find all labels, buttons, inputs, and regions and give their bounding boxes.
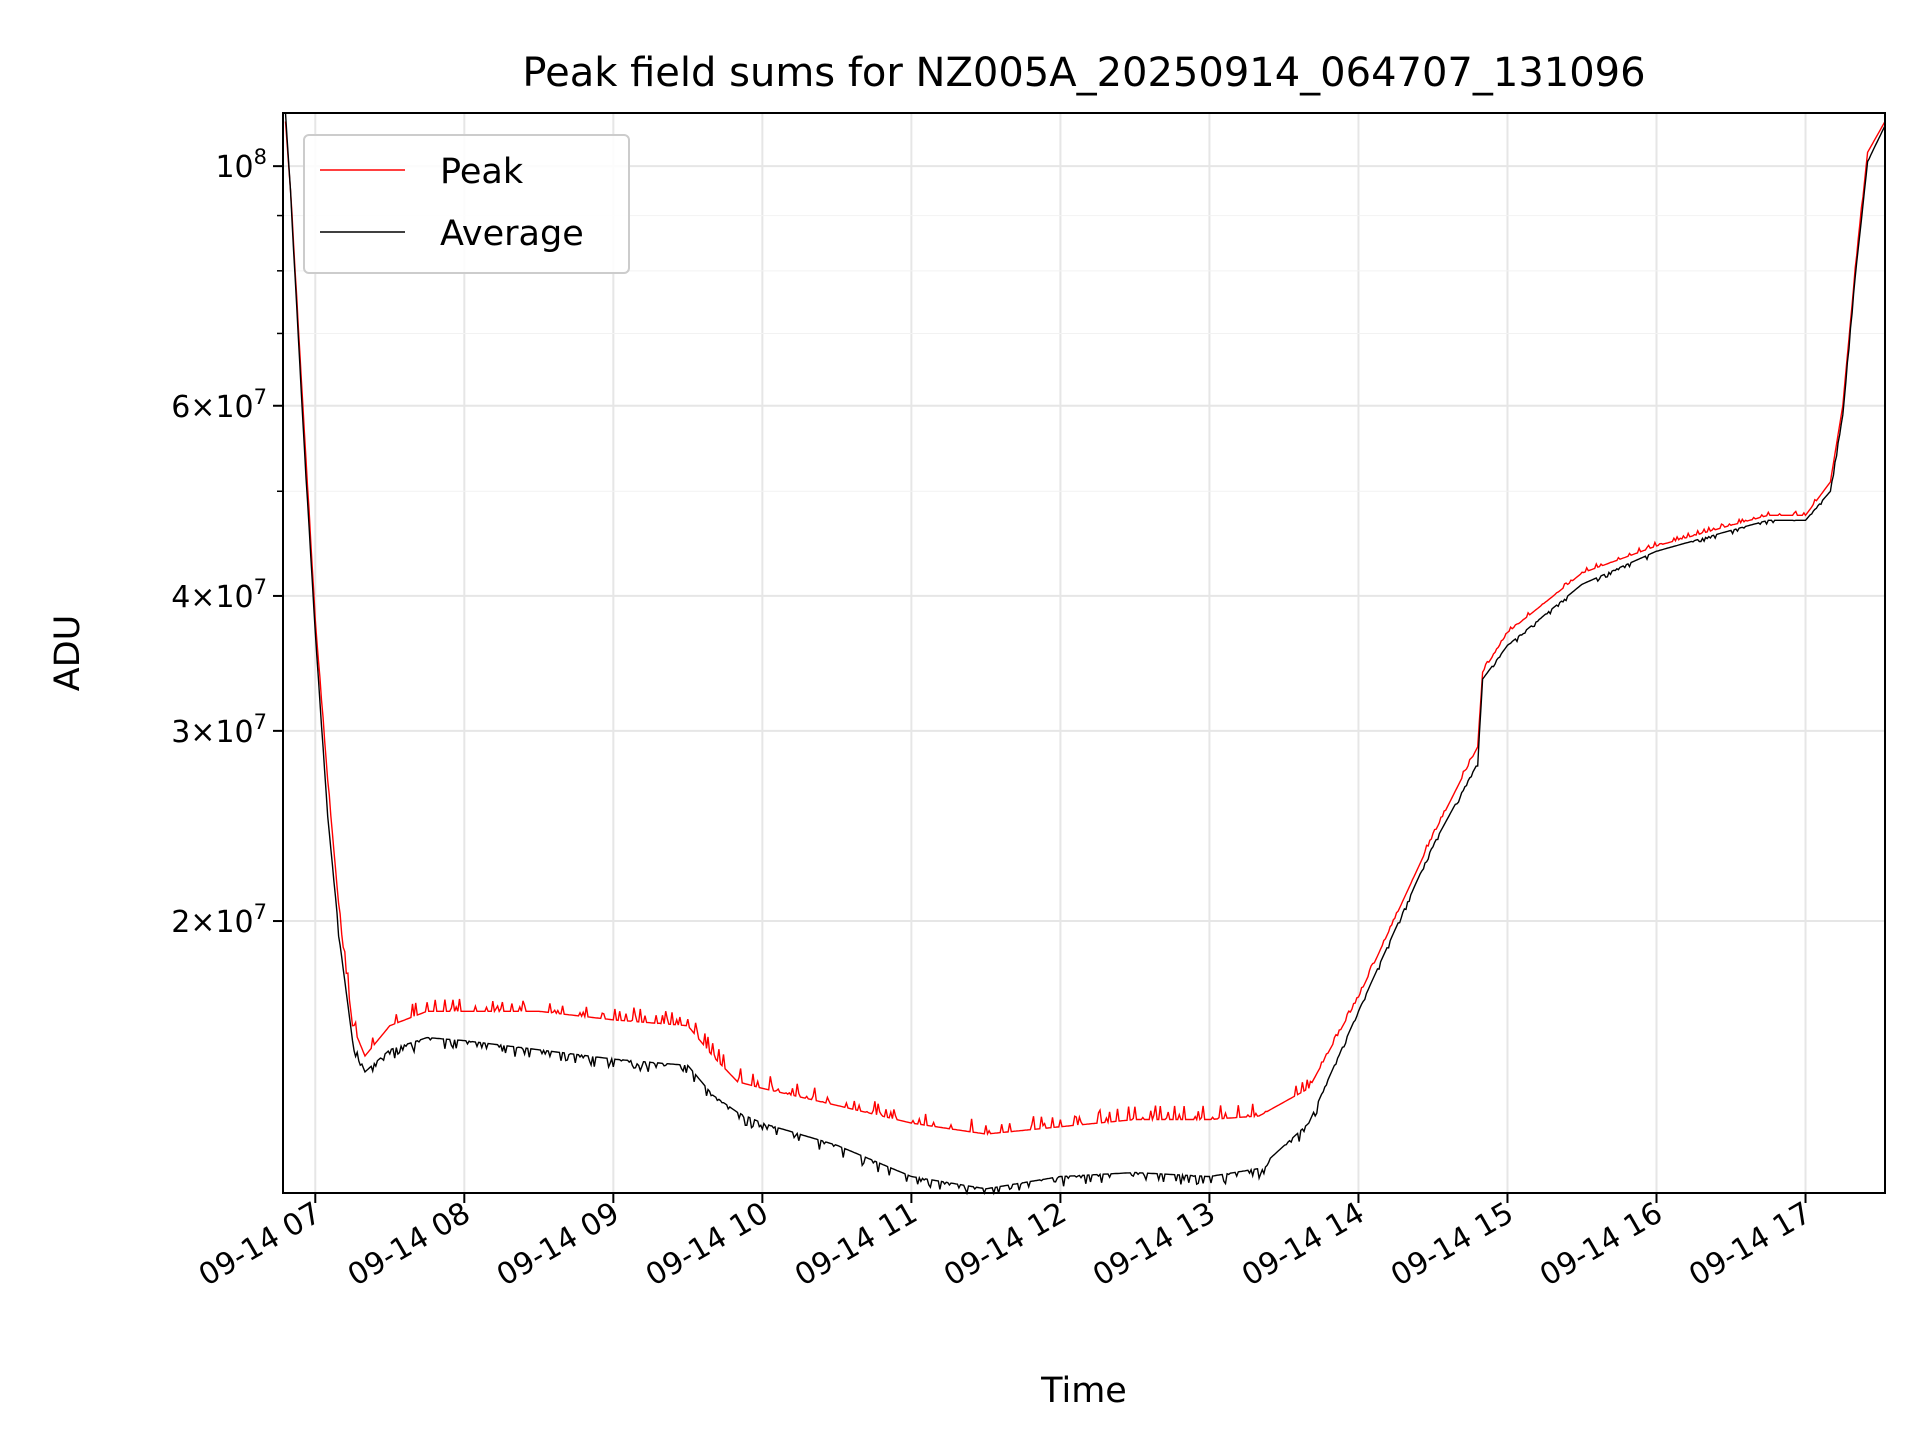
y-tick-times: × [190, 390, 215, 425]
y-tick-times: × [190, 905, 215, 940]
y-tick-exponent: 7 [254, 900, 267, 924]
y-tick-exponent: 7 [254, 710, 267, 734]
y-tick-mantissa: 6 [171, 390, 190, 425]
legend-label-peak: Peak [440, 152, 524, 192]
legend-label-average: Average [440, 214, 584, 254]
y-tick-mantissa: 4 [171, 580, 190, 615]
legend: Peak Average [303, 134, 630, 274]
y-tick-times: × [190, 580, 215, 615]
plot-frame [282, 112, 1886, 1194]
y-tick-base: 10 [215, 150, 253, 185]
y-axis-label: ADU [48, 615, 88, 692]
y-tick-mantissa: 3 [171, 715, 190, 750]
series-layer [284, 112, 1886, 1196]
y-tick-base: 10 [215, 580, 253, 615]
series-line-peak [284, 121, 1886, 1137]
x-axis-label: Time [1040, 1371, 1127, 1411]
y-tick-exponent: 7 [254, 575, 267, 599]
y-tick-mantissa: 2 [171, 905, 190, 940]
y-tick-base: 10 [215, 715, 253, 750]
y-tick-label: 3×107 [171, 710, 267, 750]
y-tick-label: 6×107 [171, 385, 267, 425]
y-tick-exponent: 7 [254, 385, 267, 409]
y-tick-label: 2×107 [171, 900, 267, 940]
grid [283, 113, 1885, 1193]
series-line-average [284, 112, 1886, 1196]
y-tick-exponent: 8 [254, 145, 267, 169]
y-tick-label: 4×107 [171, 575, 267, 615]
chart-title: Peak field sums for NZ005A_20250914_0647… [522, 50, 1645, 96]
y-tick-label: 108 [215, 145, 267, 185]
y-tick-base: 10 [215, 390, 253, 425]
y-tick-base: 10 [215, 905, 253, 940]
y-tick-times: × [190, 715, 215, 750]
